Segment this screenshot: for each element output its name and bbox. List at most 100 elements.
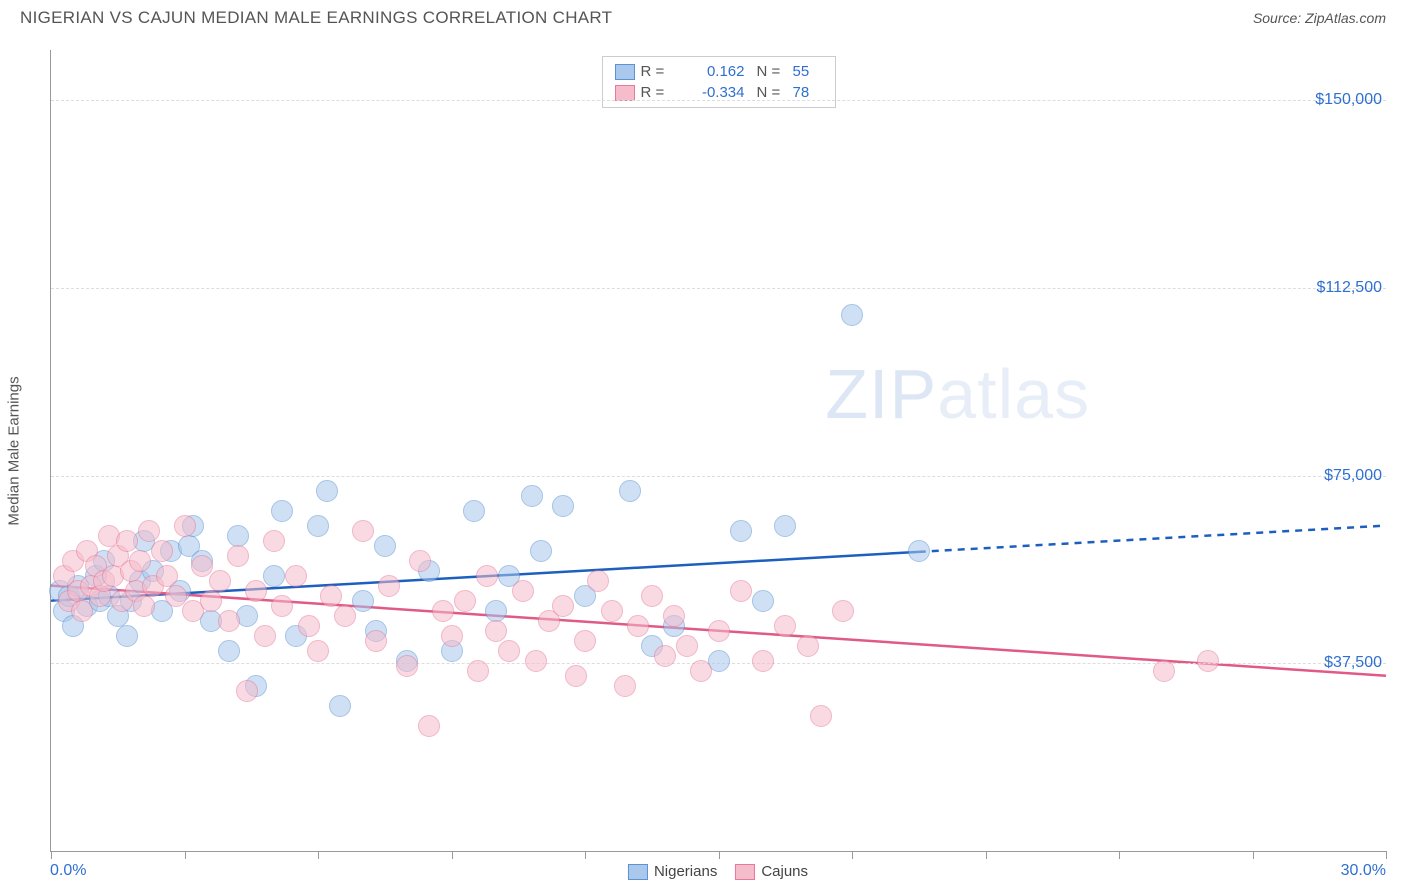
scatter-point (512, 580, 534, 602)
scatter-point (1153, 660, 1175, 682)
scatter-point (1197, 650, 1219, 672)
scatter-point (165, 585, 187, 607)
scatter-point (521, 485, 543, 507)
scatter-point (133, 595, 155, 617)
x-axis-label-right: 30.0% (1341, 862, 1386, 880)
plot-area: ZIPatlas R =0.162N =55R =-0.334N =78 $37… (50, 50, 1386, 852)
trend-lines (51, 50, 1386, 851)
scatter-point (601, 600, 623, 622)
scatter-point (307, 515, 329, 537)
scatter-point (174, 515, 196, 537)
watermark-zip: ZIP (825, 355, 937, 433)
scatter-point (352, 520, 374, 542)
scatter-point (129, 550, 151, 572)
x-axis-tick (185, 851, 186, 859)
scatter-point (200, 590, 222, 612)
scatter-point (151, 540, 173, 562)
scatter-point (320, 585, 342, 607)
scatter-point (191, 555, 213, 577)
scatter-point (116, 530, 138, 552)
x-axis-tick (51, 851, 52, 859)
legend-series-label: Cajuns (761, 863, 808, 880)
source-attribution: Source: ZipAtlas.com (1253, 10, 1386, 26)
legend-r-value: -0.334 (681, 84, 745, 101)
y-axis-tick-label: $75,000 (1324, 467, 1382, 485)
scatter-point (263, 565, 285, 587)
scatter-point (810, 705, 832, 727)
x-axis-tick (852, 851, 853, 859)
scatter-point (209, 570, 231, 592)
legend-r-label: R = (641, 84, 675, 101)
y-axis-tick-label: $37,500 (1324, 654, 1382, 672)
scatter-point (396, 655, 418, 677)
scatter-point (641, 585, 663, 607)
scatter-point (752, 650, 774, 672)
scatter-point (797, 635, 819, 657)
scatter-point (218, 640, 240, 662)
scatter-point (432, 600, 454, 622)
scatter-point (374, 535, 396, 557)
scatter-point (908, 540, 930, 562)
x-axis-tick (1386, 851, 1387, 859)
x-axis-tick (318, 851, 319, 859)
series-legend-item: Nigerians (628, 863, 717, 880)
y-axis-tick-label: $150,000 (1315, 91, 1382, 109)
scatter-point (774, 615, 796, 637)
scatter-point (441, 625, 463, 647)
series-legend: Nigerians Cajuns (628, 863, 808, 880)
scatter-point (409, 550, 431, 572)
scatter-point (254, 625, 276, 647)
scatter-point (752, 590, 774, 612)
scatter-point (498, 640, 520, 662)
legend-n-value: 78 (793, 84, 823, 101)
source-prefix: Source: (1253, 10, 1305, 26)
legend-r-value: 0.162 (681, 63, 745, 80)
scatter-point (236, 680, 258, 702)
scatter-point (316, 480, 338, 502)
scatter-point (552, 595, 574, 617)
y-axis-tick-label: $112,500 (1316, 279, 1382, 297)
scatter-point (730, 580, 752, 602)
scatter-point (298, 615, 320, 637)
scatter-point (285, 565, 307, 587)
x-axis-tick (719, 851, 720, 859)
scatter-point (218, 610, 240, 632)
scatter-point (627, 615, 649, 637)
trend-line (919, 526, 1386, 552)
legend-swatch (615, 85, 635, 101)
scatter-point (365, 630, 387, 652)
scatter-point (530, 540, 552, 562)
scatter-point (587, 570, 609, 592)
gridline (51, 288, 1386, 289)
scatter-point (565, 665, 587, 687)
scatter-point (467, 660, 489, 682)
scatter-point (690, 660, 712, 682)
x-axis-tick (1119, 851, 1120, 859)
y-axis-title: Median Male Earnings (6, 376, 23, 525)
legend-n-label: N = (757, 84, 787, 101)
legend-swatch (735, 864, 755, 880)
scatter-point (227, 545, 249, 567)
scatter-point (454, 590, 476, 612)
source-link[interactable]: ZipAtlas.com (1305, 10, 1386, 26)
chart-title: NIGERIAN VS CAJUN MEDIAN MALE EARNINGS C… (20, 8, 612, 28)
x-axis-label-left: 0.0% (50, 862, 86, 880)
scatter-point (263, 530, 285, 552)
gridline (51, 100, 1386, 101)
legend-swatch (615, 64, 635, 80)
scatter-point (378, 575, 400, 597)
scatter-point (614, 675, 636, 697)
scatter-point (245, 580, 267, 602)
scatter-point (485, 600, 507, 622)
scatter-point (334, 605, 356, 627)
scatter-point (552, 495, 574, 517)
gridline (51, 476, 1386, 477)
scatter-point (156, 565, 178, 587)
scatter-point (418, 715, 440, 737)
scatter-point (841, 304, 863, 326)
watermark-atlas: atlas (937, 355, 1090, 433)
scatter-point (271, 595, 293, 617)
scatter-point (307, 640, 329, 662)
scatter-point (329, 695, 351, 717)
series-legend-item: Cajuns (735, 863, 808, 880)
